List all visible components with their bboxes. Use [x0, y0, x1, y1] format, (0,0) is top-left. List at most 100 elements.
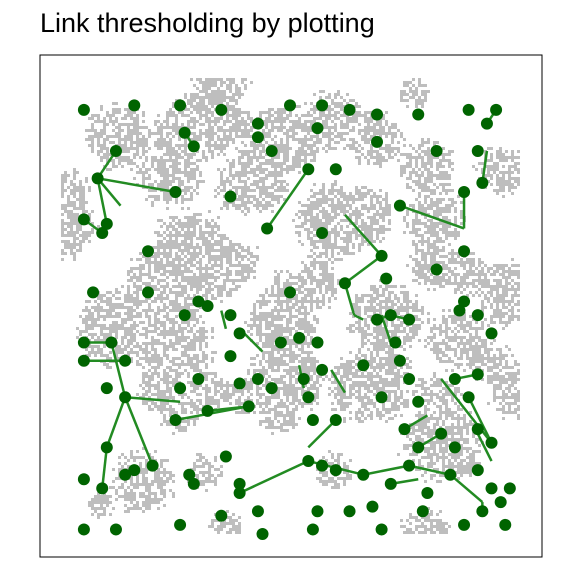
node-point [499, 518, 512, 531]
node-point [503, 482, 516, 495]
node-point [403, 313, 416, 326]
node-point [284, 286, 296, 299]
link-line [330, 369, 347, 394]
node-point [462, 103, 475, 116]
node-point [77, 336, 90, 349]
node-point [366, 500, 379, 513]
node-point [77, 213, 90, 226]
node-point [393, 354, 406, 367]
link-line [449, 473, 484, 504]
node-point [128, 99, 141, 112]
node-point [146, 459, 159, 472]
node-point [169, 414, 182, 426]
node-point [224, 309, 237, 322]
node-point [284, 99, 296, 112]
node-point [375, 391, 388, 404]
link-line [363, 464, 410, 476]
node-point [471, 368, 484, 381]
node-point [251, 117, 264, 130]
node-point [142, 286, 155, 299]
chart-title: Link thresholding by plotting [40, 8, 375, 38]
node-point [458, 245, 471, 258]
link-line [239, 459, 309, 495]
node-point [256, 528, 269, 540]
node-point [311, 336, 324, 349]
node-point [375, 523, 388, 536]
node-point [371, 108, 384, 121]
node-point [371, 135, 384, 148]
node-point [421, 486, 434, 499]
node-point [233, 327, 246, 340]
node-point [174, 99, 187, 112]
node-point [380, 272, 393, 285]
link-line [380, 314, 392, 343]
node-point [403, 459, 416, 472]
node-point [219, 450, 232, 463]
node-point [357, 359, 370, 372]
node-point [343, 505, 356, 518]
node-point [435, 427, 448, 440]
node-point [233, 477, 246, 490]
node-point [265, 382, 278, 395]
node-point [412, 441, 425, 454]
node-point [251, 505, 264, 518]
node-point [261, 222, 274, 235]
node-point [96, 482, 109, 495]
node-point [471, 423, 484, 436]
node-point [178, 126, 191, 139]
node-point [96, 227, 109, 240]
node-point [100, 382, 113, 395]
node-point [109, 523, 122, 536]
node-point [316, 227, 329, 240]
node-point [480, 117, 493, 130]
link-line [266, 168, 310, 230]
node-point [265, 144, 278, 157]
node-point [251, 372, 264, 385]
node-point [302, 455, 315, 468]
node-point [192, 295, 205, 308]
link-line [344, 213, 383, 257]
node-point [293, 331, 306, 344]
node-point [444, 468, 457, 481]
link-line [96, 178, 109, 225]
link-line [110, 342, 127, 398]
node-point [187, 140, 200, 153]
node-point [306, 414, 319, 426]
node-point [233, 377, 246, 390]
node-point [329, 464, 342, 477]
node-point [471, 464, 484, 477]
node-point [403, 372, 416, 385]
node-point [119, 391, 132, 404]
node-layer [77, 99, 516, 540]
node-point [174, 382, 187, 395]
node-point [343, 103, 356, 116]
link-line [307, 419, 337, 449]
node-point [77, 103, 90, 116]
node-point [302, 391, 315, 404]
node-point [224, 190, 237, 203]
node-point [215, 103, 228, 116]
node-point [338, 277, 351, 290]
node-point [494, 496, 507, 509]
node-point [91, 172, 104, 185]
node-point [329, 414, 342, 426]
node-point [389, 336, 402, 349]
node-point [485, 327, 498, 340]
node-point [142, 245, 155, 258]
node-point [297, 372, 310, 385]
node-point [201, 404, 214, 417]
node-point [311, 122, 324, 135]
node-point [77, 473, 90, 486]
node-point [169, 186, 182, 198]
node-point [357, 468, 370, 481]
node-point [201, 300, 214, 312]
node-point [471, 144, 484, 157]
link-line [125, 395, 181, 404]
node-point [384, 477, 397, 490]
link-line [467, 396, 493, 444]
node-point [448, 372, 461, 385]
link-line [399, 204, 465, 230]
node-point [77, 354, 90, 367]
node-point [393, 199, 406, 212]
node-point [316, 99, 329, 112]
